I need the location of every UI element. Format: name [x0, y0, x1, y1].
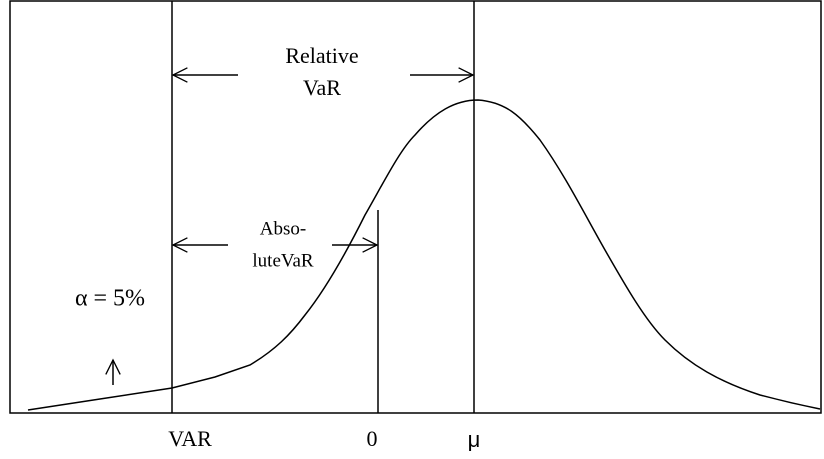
label: α = 5% — [75, 286, 145, 312]
label: Abso- — [260, 218, 306, 239]
frame — [9, 0, 822, 414]
x-label: VAR — [168, 426, 212, 451]
label: Relative — [285, 43, 358, 68]
label: luteVaR — [252, 250, 314, 271]
x-label: μ — [468, 427, 481, 452]
distribution-curve — [27, 99, 821, 411]
label: VaR — [303, 75, 341, 100]
x-label: 0 — [367, 426, 378, 451]
